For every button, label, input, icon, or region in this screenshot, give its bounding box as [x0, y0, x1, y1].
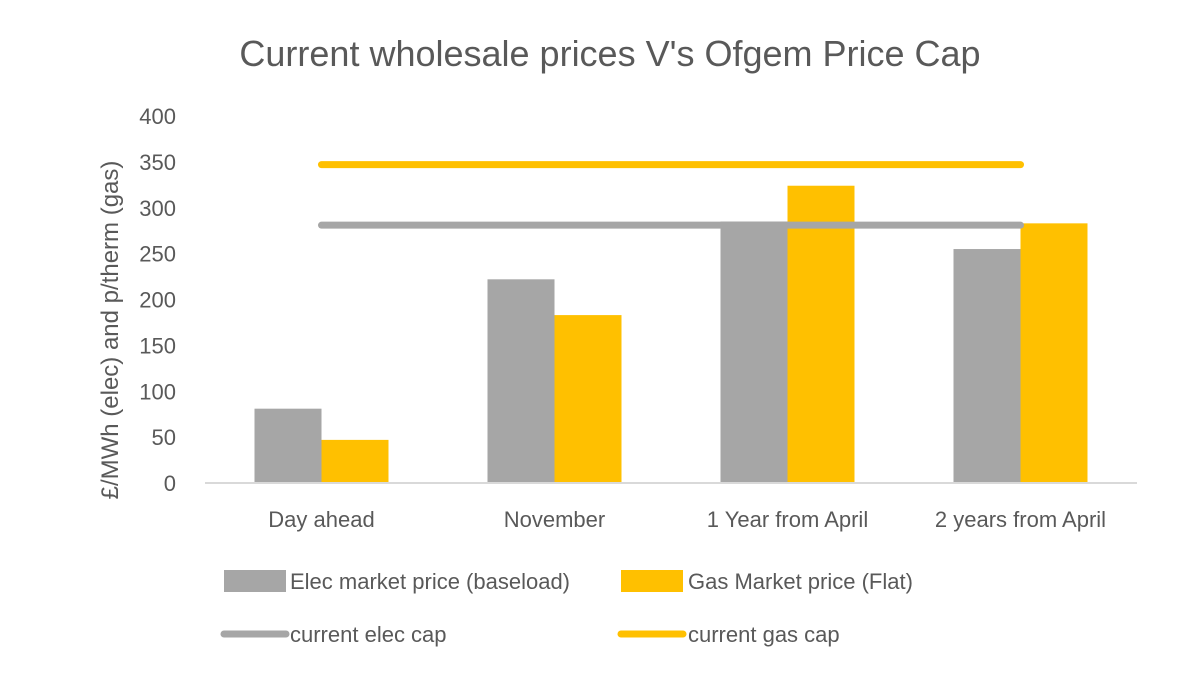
x-category-label: 1 Year from April [707, 507, 868, 532]
legend-label: Elec market price (baseload) [290, 569, 570, 594]
bar-gas-2 [787, 185, 855, 484]
x-category-label: 2 years from April [935, 507, 1106, 532]
y-tick-label: 300 [139, 196, 176, 221]
y-tick-label: 100 [139, 379, 176, 404]
y-tick-label: 50 [152, 425, 176, 450]
legend: Elec market price (baseload) Gas Market p… [220, 569, 913, 647]
x-category-label: November [504, 507, 605, 532]
legend-label: current gas cap [688, 622, 840, 647]
legend-label: Gas Market price (Flat) [688, 569, 913, 594]
y-tick-label: 350 [139, 150, 176, 175]
cap-lines [318, 161, 1024, 229]
x-category-label: Day ahead [268, 507, 374, 532]
bars [254, 185, 1088, 484]
bar-gas-0 [321, 439, 389, 483]
bar-elec-2 [720, 221, 788, 483]
legend-swatch [621, 570, 683, 592]
y-tick-label: 0 [164, 471, 176, 496]
x-axis-categories: Day ahead November 1 Year from April 2 year… [268, 507, 1106, 532]
bar-gas-1 [554, 315, 622, 483]
y-axis-ticks: 0 50 100 150 200 250 300 350 400 [139, 104, 176, 496]
y-tick-label: 400 [139, 104, 176, 129]
y-tick-label: 150 [139, 333, 176, 358]
bar-elec-3 [953, 249, 1021, 483]
legend-label: current elec cap [290, 622, 447, 647]
y-tick-label: 250 [139, 242, 176, 267]
chart-title: Current wholesale prices V's Ofgem Price… [239, 33, 980, 74]
y-tick-label: 200 [139, 288, 176, 313]
y-axis-label: £/MWh (elec) and p/therm (gas) [97, 161, 124, 500]
bar-gas-3 [1020, 223, 1088, 483]
bar-elec-0 [254, 408, 322, 483]
bar-elec-1 [487, 279, 555, 483]
legend-swatch [224, 570, 286, 592]
